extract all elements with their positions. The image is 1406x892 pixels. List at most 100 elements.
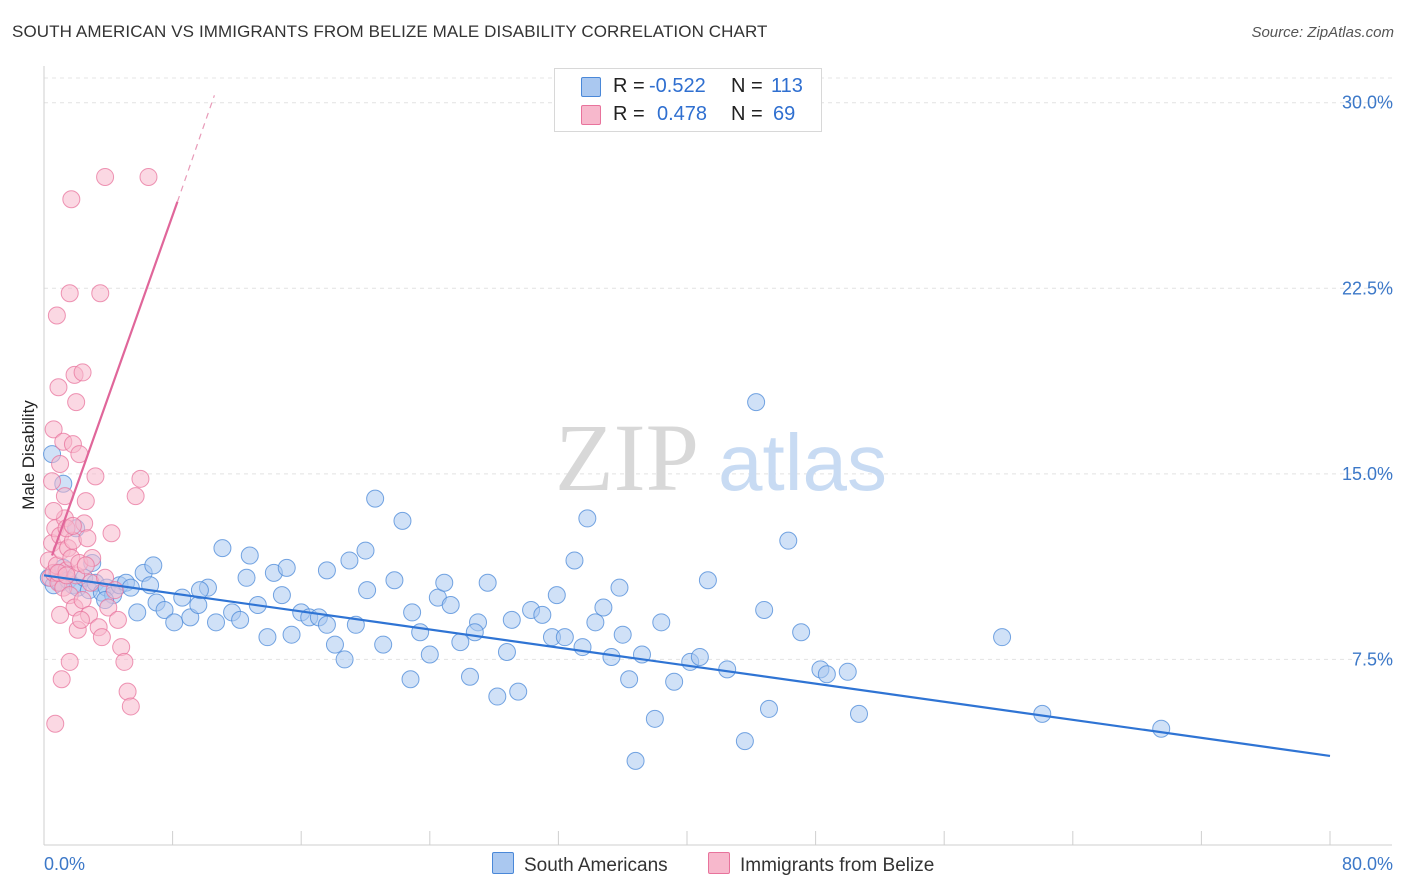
data-point-south-americans (272, 586, 291, 605)
data-point-south-americans (850, 704, 869, 723)
data-point-south-americans (779, 531, 798, 550)
data-point-south-americans (509, 682, 528, 701)
bottom-legend-label: South Americans (524, 855, 668, 876)
legend-n-label: N = (731, 75, 763, 97)
legend-n-value: 113 (771, 75, 803, 97)
x-tick-label: 0.0% (44, 854, 85, 874)
data-point-belize (76, 492, 95, 511)
data-point-south-americans (613, 625, 632, 644)
data-point-south-americans (555, 628, 574, 647)
data-point-south-americans (144, 556, 163, 575)
data-point-south-americans (277, 558, 296, 577)
y-tick-label: 7.5% (1352, 649, 1393, 669)
data-point-belize (44, 501, 63, 520)
data-point-belize (60, 284, 79, 303)
data-point-south-americans (610, 578, 629, 597)
trend-line-south-americans (43, 574, 1331, 758)
data-point-south-americans (356, 541, 375, 560)
correlation-legend: R = -0.522 N = 113 R = 0.478 N = 69 (554, 68, 822, 132)
data-point-south-americans (838, 662, 857, 681)
data-point-south-americans (317, 561, 336, 580)
bottom-legend-belize: Immigrants from Belize (708, 852, 934, 877)
bottom-legend-label: Immigrants from Belize (740, 855, 935, 876)
data-point-belize (73, 591, 92, 610)
data-point-south-americans (441, 596, 460, 615)
data-point-south-americans (747, 393, 766, 412)
data-point-south-americans (478, 573, 497, 592)
data-point-south-americans (435, 573, 454, 592)
trend-line-belize-extension (176, 95, 215, 202)
data-point-south-americans (533, 605, 552, 624)
bottom-legend-swatch-pink (708, 852, 730, 874)
legend-row-belize: R = 0.478 N = 69 (555, 101, 821, 129)
data-point-south-americans (573, 638, 592, 657)
data-point-south-americans (335, 650, 354, 669)
data-point-south-americans (282, 625, 301, 644)
data-point-south-americans (325, 635, 344, 654)
legend-swatch-pink (581, 105, 601, 125)
data-point-belize (112, 638, 131, 657)
data-point-belize (71, 610, 90, 629)
source-label: Source: ZipAtlas.com (1251, 24, 1394, 41)
data-point-south-americans (652, 613, 671, 632)
data-point-south-americans (1152, 719, 1171, 738)
data-point-belize (52, 670, 71, 689)
watermark-zip: ZIP (555, 404, 699, 511)
data-point-south-americans (207, 613, 226, 632)
bottom-legend-swatch-blue (492, 852, 514, 874)
legend-r-value: 0.478 (657, 103, 708, 125)
data-point-south-americans (317, 615, 336, 634)
y-axis-label: Male Disability (19, 400, 38, 510)
data-point-south-americans (128, 603, 147, 622)
data-point-belize (60, 652, 79, 671)
legend-n-label: N = (731, 103, 763, 125)
data-point-belize (96, 568, 115, 587)
data-point-south-americans (665, 672, 684, 691)
data-point-belize (47, 306, 66, 325)
data-point-south-americans (594, 598, 613, 617)
data-point-south-americans (190, 581, 209, 600)
data-point-south-americans (578, 509, 597, 528)
data-point-south-americans (165, 613, 184, 632)
data-point-south-americans (626, 751, 645, 770)
data-point-belize (92, 628, 111, 647)
data-point-south-americans (451, 633, 470, 652)
watermark-atlas: atlas (718, 418, 887, 507)
data-point-south-americans (502, 610, 521, 629)
data-point-south-americans (420, 645, 439, 664)
data-point-south-americans (817, 665, 836, 684)
data-point-south-americans (374, 635, 393, 654)
x-tick-label: 80.0% (1342, 854, 1393, 874)
bottom-legend-south-americans: South Americans (492, 852, 668, 877)
data-point-belize (51, 454, 70, 473)
data-point-belize (51, 605, 70, 624)
data-point-belize (49, 378, 68, 397)
data-point-belize (108, 610, 127, 629)
data-point-south-americans (465, 623, 484, 642)
data-point-south-americans (401, 670, 420, 689)
data-point-belize (78, 529, 97, 548)
data-point-south-americans (173, 588, 192, 607)
data-point-south-americans (993, 628, 1012, 647)
data-point-south-americans (358, 581, 377, 600)
data-point-belize (44, 420, 63, 439)
legend-r-label: R = (613, 103, 645, 125)
data-point-belize (67, 393, 86, 412)
data-point-south-americans (488, 687, 507, 706)
data-point-south-americans (393, 511, 412, 530)
data-point-belize (76, 556, 95, 575)
data-point-belize (96, 167, 115, 186)
data-point-belize (57, 566, 76, 585)
series-immigrants-from-belize (39, 167, 158, 733)
data-point-belize (102, 524, 121, 543)
data-point-south-americans (213, 539, 232, 558)
data-point-belize (131, 469, 150, 488)
data-point-south-americans (565, 551, 584, 570)
data-point-belize (73, 363, 92, 382)
data-point-south-americans (497, 643, 516, 662)
legend-n-value: 69 (773, 103, 796, 125)
data-point-belize (99, 598, 118, 617)
data-point-south-americans (460, 667, 479, 686)
legend-r-label: R = (613, 75, 645, 97)
